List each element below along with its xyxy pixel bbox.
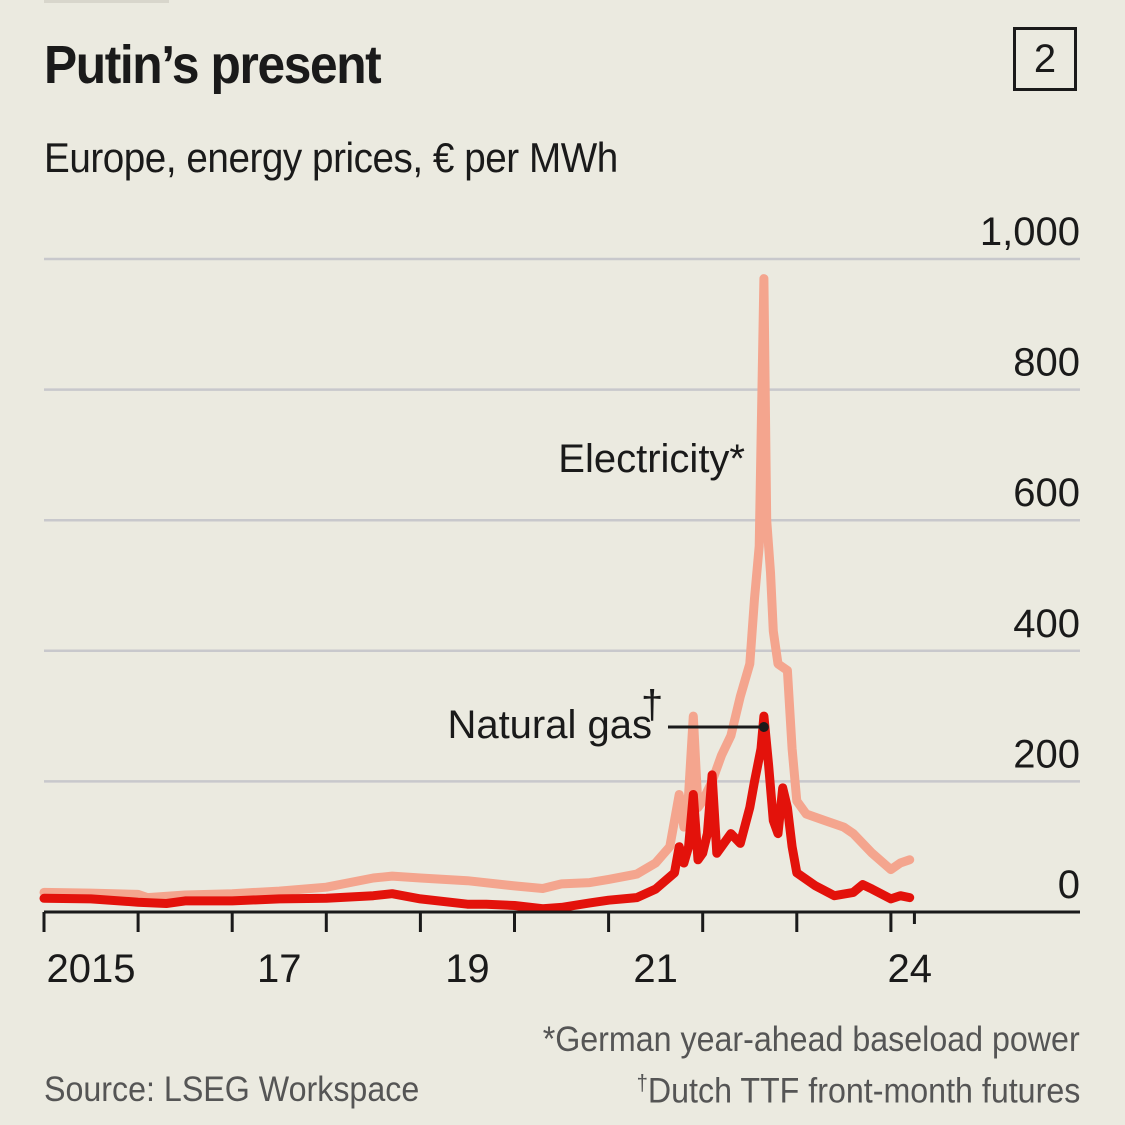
y-tick-label: 400 — [1013, 602, 1080, 646]
y-tick-label: 800 — [1013, 341, 1080, 385]
natural-gas-label: Natural gas — [447, 703, 652, 747]
footnote-electricity: *German year-ahead baseload power — [543, 1020, 1080, 1060]
footnote-electricity-text: German year-ahead baseload power — [555, 1020, 1080, 1059]
series-lines — [39, 274, 915, 914]
footnote-gas: †Dutch TTF front-month futures — [636, 1070, 1080, 1112]
x-tick-label: 21 — [633, 947, 678, 991]
electricity-label: Electricity* — [558, 437, 745, 481]
series-line-natural-gas — [39, 711, 915, 914]
natural-gas-label-mark: † — [641, 683, 663, 727]
natural-gas-pointer-dot — [758, 722, 769, 732]
y-tick-label: 1,000 — [980, 210, 1080, 254]
y-tick-label: 0 — [1058, 863, 1080, 907]
chart-number-badge: 2 — [1013, 27, 1077, 91]
source-note: Source: LSEG Workspace — [44, 1070, 420, 1109]
annotations: Electricity* Natural gas† — [447, 437, 769, 747]
footnote-gas-text: Dutch TTF front-month futures — [647, 1071, 1080, 1111]
x-tick-label: 2015 — [47, 947, 136, 991]
x-axis — [42, 910, 1080, 932]
top-accent-bar — [44, 0, 169, 3]
x-tick-label: 19 — [445, 947, 490, 991]
gridlines — [44, 257, 1080, 783]
y-axis-labels: 0 200 400 600 800 1,000 — [980, 210, 1080, 907]
chart-title: Putin’s present — [44, 35, 382, 95]
x-tick-label: 17 — [257, 947, 302, 991]
chart-subtitle: Europe, energy prices, € per MWh — [44, 134, 618, 181]
y-tick-label: 600 — [1013, 471, 1080, 515]
x-axis-labels: 2015 17 19 21 24 — [47, 947, 932, 991]
y-tick-label: 200 — [1013, 732, 1080, 776]
footnote-gas-mark: † — [636, 1070, 648, 1095]
footnote-electricity-mark: * — [542, 1020, 556, 1059]
x-tick-label: 24 — [887, 947, 932, 991]
